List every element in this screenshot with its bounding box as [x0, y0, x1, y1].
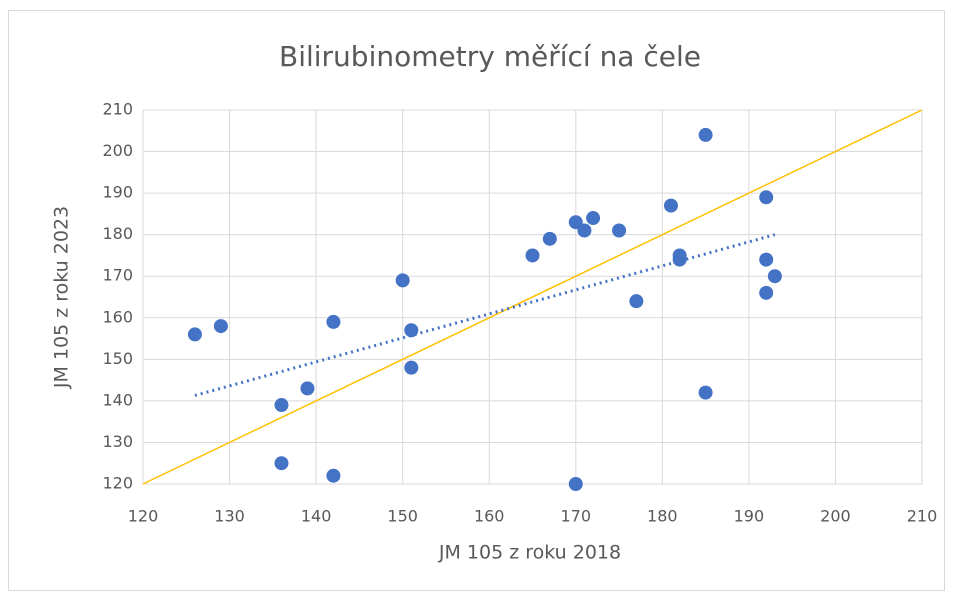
point: [663, 198, 678, 213]
point: [542, 231, 557, 246]
point: [577, 223, 592, 238]
point: [759, 252, 774, 267]
point: [326, 314, 341, 329]
y-tick-label: 190: [102, 183, 133, 202]
y-tick-label: 200: [102, 141, 133, 160]
x-tick-label: 190: [734, 507, 765, 526]
x-axis-label: JM 105 z roku 2018: [438, 542, 621, 564]
x-tick-label: 210: [907, 507, 938, 526]
point: [326, 468, 341, 483]
y-tick-label: 160: [102, 307, 133, 326]
point: [629, 294, 644, 309]
x-tick-label: 170: [561, 507, 592, 526]
reference-line: [142, 109, 923, 485]
x-tick-label: 120: [128, 507, 159, 526]
chart-title: Bilirubinometry měřící na čele: [279, 40, 701, 73]
x-tick-label: 150: [387, 507, 418, 526]
point: [525, 248, 540, 263]
trend-line: [194, 233, 776, 397]
point: [698, 385, 713, 400]
point: [568, 215, 583, 230]
point: [274, 456, 289, 471]
x-tick-label: 200: [820, 507, 851, 526]
y-tick-label: 170: [102, 266, 133, 285]
point: [612, 223, 627, 238]
point: [213, 319, 228, 334]
y-axis-label: JM 105 z roku 2023: [51, 206, 73, 389]
point: [395, 273, 410, 288]
y-tick-label: 150: [102, 349, 133, 368]
y-tick-label: 130: [102, 432, 133, 451]
x-tick-label: 140: [301, 507, 332, 526]
x-tick-label: 160: [474, 507, 505, 526]
y-tick-label: 140: [102, 390, 133, 409]
point: [568, 477, 583, 491]
point: [187, 327, 202, 342]
point: [759, 190, 774, 205]
point: [300, 381, 315, 396]
y-tick-label: 210: [102, 100, 133, 119]
point: [274, 398, 289, 413]
y-tick-label: 120: [102, 474, 133, 493]
point: [586, 211, 601, 226]
point: [404, 360, 419, 375]
point: [767, 269, 782, 284]
x-tick-label: 180: [647, 507, 678, 526]
chart-frame: [8, 10, 945, 591]
point: [759, 285, 774, 300]
point: [672, 252, 687, 267]
y-tick-label: 180: [102, 224, 133, 243]
point: [698, 127, 713, 142]
x-tick-label: 130: [214, 507, 245, 526]
